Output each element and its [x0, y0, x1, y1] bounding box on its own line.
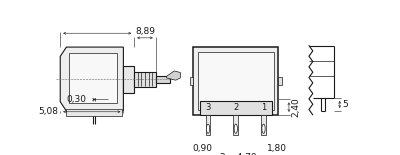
Bar	[156, 76, 170, 82]
Text: 1: 1	[261, 103, 266, 112]
Bar	[261, 115, 266, 135]
Bar	[200, 101, 272, 115]
Bar	[134, 72, 156, 87]
Bar	[66, 109, 122, 116]
Bar	[194, 47, 278, 115]
Text: 0,90: 0,90	[192, 144, 212, 153]
Text: 2: 2	[233, 103, 238, 112]
Ellipse shape	[206, 124, 210, 133]
Text: 2 x 4,70: 2 x 4,70	[220, 153, 256, 155]
Polygon shape	[166, 71, 180, 80]
Text: 0,30: 0,30	[66, 95, 86, 104]
Bar	[190, 77, 194, 85]
Text: 5: 5	[342, 100, 348, 109]
Bar	[198, 52, 274, 110]
Text: 2,40: 2,40	[291, 97, 300, 117]
Bar	[234, 115, 238, 135]
Bar	[70, 53, 117, 103]
Bar	[206, 115, 210, 135]
Bar	[278, 77, 282, 85]
Text: 8,89: 8,89	[135, 27, 155, 35]
Text: 1,80: 1,80	[267, 144, 287, 153]
Polygon shape	[60, 47, 123, 111]
Text: 5,08: 5,08	[39, 107, 59, 116]
Ellipse shape	[234, 124, 238, 133]
Text: 3: 3	[205, 103, 211, 112]
Ellipse shape	[262, 124, 265, 133]
Bar	[123, 66, 134, 93]
